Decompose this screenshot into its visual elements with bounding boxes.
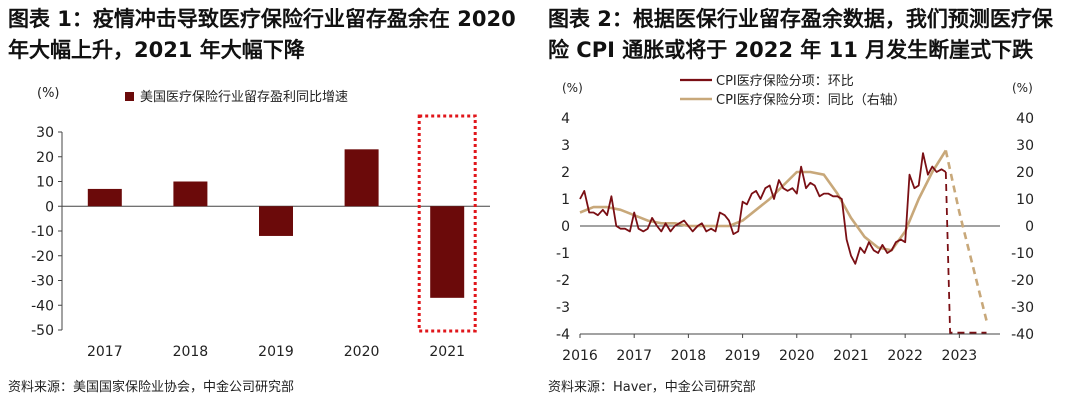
- bar-2019: [259, 206, 293, 236]
- y-tick-label: -50: [31, 323, 54, 339]
- left-y-tick-label: -4: [556, 327, 570, 343]
- x-tick-label: 2020: [344, 344, 380, 360]
- left-chart-title-line2: 年大幅上升，2021 年大幅下降: [8, 38, 305, 62]
- x-tick-label: 2017: [616, 348, 652, 364]
- legend-swatch: [125, 92, 134, 101]
- y-tick-label: -10: [31, 224, 54, 240]
- x-tick-label: 2018: [173, 344, 209, 360]
- x-tick-label: 2016: [562, 348, 598, 364]
- x-tick-label: 2017: [87, 344, 123, 360]
- right-chart-title-line2: 险 CPI 通胀或将于 2022 年 11 月发生断崖式下跌: [548, 38, 1034, 62]
- right-axis-unit-label: (%): [1012, 81, 1033, 95]
- bar-2020: [344, 149, 379, 207]
- medical-insurance-cpi-line-chart: (%) (%)CPI医疗保险分项：环比CPI医疗保险分项：同比（右轴）43210-…: [556, 74, 1034, 364]
- y-axis-unit-label: (%): [37, 86, 60, 101]
- y-tick-label: 30: [36, 125, 54, 141]
- right-y-tick-label: -30: [1011, 300, 1034, 316]
- bar-2018: [173, 181, 208, 207]
- right-y-tick-label: -10: [1011, 246, 1034, 262]
- series-yoy-forecast-line: [944, 150, 988, 321]
- series-yoy-line: [579, 149, 947, 252]
- left-y-tick-label: 3: [561, 138, 570, 154]
- right-y-tick-label: 0: [1025, 219, 1034, 235]
- right-y-tick-label: 40: [1016, 111, 1034, 127]
- bar-2017: [87, 188, 122, 207]
- y-tick-label: -30: [31, 274, 54, 290]
- right-chart-panel: 图表 2：根据医保行业留存盈余数据，我们预测医疗保 险 CPI 通胀或将于 20…: [540, 0, 1080, 403]
- x-tick-label: 2023: [942, 348, 978, 364]
- highlight-box-2021: [417, 114, 477, 333]
- left-chart-source: 资料来源：美国国家保险业协会，中金公司研究部: [8, 380, 295, 395]
- legend-yoy-label: CPI医疗保险分项：同比（右轴）: [716, 93, 906, 108]
- right-y-tick-label: 20: [1016, 165, 1034, 181]
- x-tick-label: 2020: [779, 348, 815, 364]
- retained-surplus-bar-chart: (%) 美国医疗保险行业留存盈利同比增速 30 20 10 0 -10 -20 -30 -40 -5…: [31, 86, 490, 360]
- right-y-tick-label: -40: [1011, 327, 1034, 343]
- series-mom-forecast-line: [944, 171, 987, 334]
- left-y-tick-label: 4: [561, 111, 570, 127]
- x-tick-label: 2022: [887, 348, 923, 364]
- left-axis-unit-label: (%): [562, 81, 583, 95]
- y-tick-label: 0: [45, 199, 54, 215]
- series-mom-line: [579, 152, 947, 265]
- left-chart-title: 图表 1：疫情冲击导致医疗保险行业留存盈余在 2020 年大幅上升，2021 年…: [8, 4, 533, 66]
- x-tick-label: 2019: [258, 344, 294, 360]
- y-tick-label: -20: [31, 249, 54, 265]
- bar-2021: [430, 206, 465, 298]
- right-y-tick-label: 30: [1016, 138, 1034, 154]
- y-tick-label: 10: [36, 175, 54, 191]
- left-chart-panel: 图表 1：疫情冲击导致医疗保险行业留存盈余在 2020 年大幅上升，2021 年…: [8, 4, 533, 395]
- left-y-tick-label: -3: [556, 300, 570, 316]
- right-chart-source: 资料来源：Haver，中金公司研究部: [548, 380, 756, 395]
- x-tick-label: 2018: [671, 348, 707, 364]
- x-tick-label: 2021: [429, 344, 465, 360]
- left-y-tick-label: 0: [561, 219, 570, 235]
- right-y-tick-label: -20: [1011, 273, 1034, 289]
- left-chart-title-line1: 图表 1：疫情冲击导致医疗保险行业留存盈余在 2020: [8, 7, 516, 31]
- left-y-tick-label: -2: [556, 273, 570, 289]
- right-chart-title: 图表 2：根据医保行业留存盈余数据，我们预测医疗保 险 CPI 通胀或将于 20…: [548, 4, 1073, 66]
- right-chart-title-line1: 图表 2：根据医保行业留存盈余数据，我们预测医疗保: [548, 7, 1053, 31]
- x-tick-label: 2019: [725, 348, 761, 364]
- x-tick-label: 2021: [833, 348, 869, 364]
- left-y-tick-label: -1: [556, 246, 570, 262]
- legend-label: 美国医疗保险行业留存盈利同比增速: [140, 90, 348, 105]
- left-y-tick-label: 1: [561, 192, 570, 208]
- right-y-tick-label: 10: [1016, 192, 1034, 208]
- legend-mom-label: CPI医疗保险分项：环比: [716, 74, 854, 89]
- y-tick-label: 20: [36, 150, 54, 166]
- left-y-tick-label: 2: [561, 165, 570, 181]
- y-tick-label: -40: [31, 298, 54, 314]
